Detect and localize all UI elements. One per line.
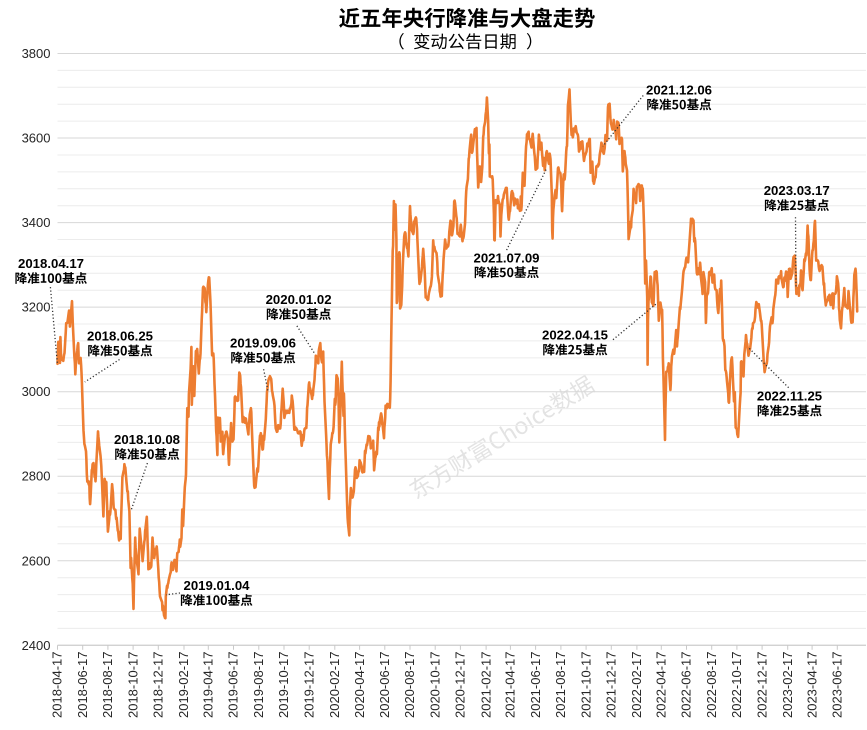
svg-text:2019.09.06: 2019.09.06 xyxy=(230,336,296,351)
svg-text:2022-12-17: 2022-12-17 xyxy=(754,652,769,719)
svg-text:2018-06-17: 2018-06-17 xyxy=(75,652,90,719)
svg-text:3600: 3600 xyxy=(22,131,51,146)
svg-text:2019.01.04: 2019.01.04 xyxy=(183,578,250,593)
svg-text:2021-08-17: 2021-08-17 xyxy=(553,652,568,719)
svg-text:2021-06-17: 2021-06-17 xyxy=(528,652,543,719)
svg-text:2019-06-17: 2019-06-17 xyxy=(226,652,241,719)
svg-text:2022.04.15: 2022.04.15 xyxy=(542,328,608,343)
svg-text:2018-04-17: 2018-04-17 xyxy=(50,652,65,719)
svg-text:2022-06-17: 2022-06-17 xyxy=(679,652,694,719)
svg-text:2020-04-17: 2020-04-17 xyxy=(352,652,367,719)
svg-text:2023-02-17: 2023-02-17 xyxy=(780,652,795,719)
svg-text:2022-04-17: 2022-04-17 xyxy=(654,652,669,719)
svg-text:2021-12-17: 2021-12-17 xyxy=(604,652,619,719)
svg-text:2021-10-17: 2021-10-17 xyxy=(578,652,593,719)
svg-text:2019-04-17: 2019-04-17 xyxy=(201,652,216,719)
svg-text:2022-02-17: 2022-02-17 xyxy=(629,652,644,719)
svg-text:2020-02-17: 2020-02-17 xyxy=(327,652,342,719)
svg-text:3800: 3800 xyxy=(22,46,51,61)
svg-text:2023-04-17: 2023-04-17 xyxy=(804,652,819,719)
svg-text:2022.11.25: 2022.11.25 xyxy=(757,389,822,404)
svg-text:2019-02-17: 2019-02-17 xyxy=(176,652,191,719)
svg-text:2019-10-17: 2019-10-17 xyxy=(276,652,291,719)
svg-text:3400: 3400 xyxy=(22,215,51,230)
svg-text:3200: 3200 xyxy=(22,300,51,315)
svg-text:2023-06-17: 2023-06-17 xyxy=(830,652,845,719)
svg-text:2021.12.06: 2021.12.06 xyxy=(646,83,712,98)
svg-text:2018-08-17: 2018-08-17 xyxy=(100,652,115,719)
svg-text:2018.10.08: 2018.10.08 xyxy=(114,432,180,447)
svg-text:2018.06.25: 2018.06.25 xyxy=(87,329,153,344)
svg-text:2021-04-17: 2021-04-17 xyxy=(503,652,518,719)
svg-text:2022-10-17: 2022-10-17 xyxy=(729,652,744,719)
svg-text:2018-10-17: 2018-10-17 xyxy=(125,652,140,719)
svg-text:2020-12-17: 2020-12-17 xyxy=(453,652,468,719)
svg-text:2021.07.09: 2021.07.09 xyxy=(473,250,539,265)
svg-text:2021-02-17: 2021-02-17 xyxy=(478,652,493,719)
svg-text:2800: 2800 xyxy=(22,469,51,484)
svg-text:2600: 2600 xyxy=(22,553,51,568)
svg-text:2019-08-17: 2019-08-17 xyxy=(251,652,266,719)
svg-text:2020.01.02: 2020.01.02 xyxy=(266,292,332,307)
svg-text:2023.03.17: 2023.03.17 xyxy=(764,183,830,198)
svg-text:3000: 3000 xyxy=(22,384,51,399)
svg-text:2018-12-17: 2018-12-17 xyxy=(151,652,166,719)
svg-text:2020-10-17: 2020-10-17 xyxy=(427,652,442,719)
svg-text:2400: 2400 xyxy=(22,638,51,653)
svg-text:2022-08-17: 2022-08-17 xyxy=(704,652,719,719)
svg-text:2020-08-17: 2020-08-17 xyxy=(402,652,417,719)
svg-text:2018.04.17: 2018.04.17 xyxy=(18,256,84,271)
svg-text:2020-06-17: 2020-06-17 xyxy=(377,652,392,719)
svg-text:2019-12-17: 2019-12-17 xyxy=(301,652,316,719)
